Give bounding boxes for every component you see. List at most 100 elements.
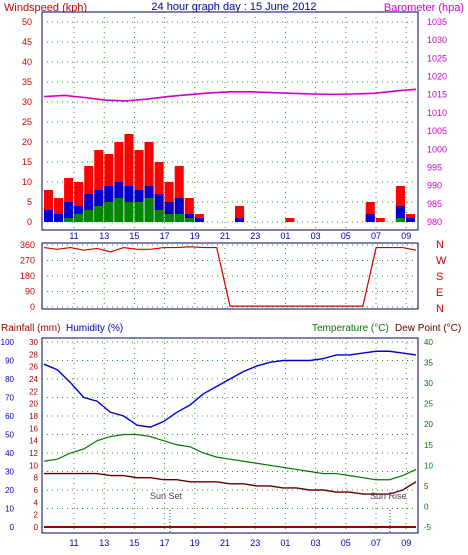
temperature-tick-label: 0 [424, 502, 429, 511]
dewpoint-line [44, 472, 417, 495]
humidity-tick-label: 30 [5, 468, 14, 477]
x-tick-label: 03 [311, 231, 321, 241]
wind-low-bar [184, 218, 194, 222]
humidity-tick-label: 50 [5, 431, 14, 440]
wind-series [43, 88, 417, 222]
humidity-tick-label: 20 [5, 486, 14, 495]
wind-avg-bar [154, 194, 164, 222]
wind-low-bar [74, 214, 84, 222]
direction-tick-label: 360 [20, 240, 35, 250]
wind-gust-bar [74, 182, 84, 222]
sunset-label: Sun Set [150, 491, 183, 501]
barometer-tick-label: 1010 [427, 108, 447, 118]
compass-label: N [436, 239, 444, 251]
humidity-tick-label: 40 [5, 449, 14, 458]
compass-label: S [436, 271, 443, 283]
humidity-tick-label: 70 [5, 394, 14, 403]
barometer-tick-label: 995 [427, 162, 442, 172]
windspeed-tick-label: 40 [22, 57, 32, 67]
wind-low-bar [154, 210, 164, 222]
wind-avg-bar [44, 210, 54, 222]
rainfall-tick-label: 4 [34, 498, 39, 507]
temperature-line [43, 433, 417, 481]
barometer-axis-title: Barometer (hpa) [384, 2, 464, 14]
chart-title: 24 hour graph day : 15 June 2012 [151, 1, 316, 13]
barometer-tick-label: 1000 [427, 144, 447, 154]
wind-gust-bar [54, 198, 64, 222]
rainfall-tick-label: 16 [29, 424, 38, 433]
wind-low-bar [64, 218, 74, 222]
wind-low-bar [84, 210, 94, 222]
temperature-tick-label: 25 [424, 400, 433, 409]
wind-gust-bar [174, 166, 184, 222]
barometer-tick-label: 1020 [427, 72, 447, 82]
wind-low-bar [104, 202, 114, 222]
rainfall-tick-label: 14 [29, 437, 38, 446]
temperature-tick-label: 20 [424, 420, 433, 429]
x-tick-label: 11 [69, 231, 78, 241]
wind-gust-bar [365, 202, 375, 222]
wind-gust-bar [134, 150, 144, 222]
x-tick-label: 17 [160, 231, 170, 241]
sunrise-label: Sun Rise [370, 491, 407, 501]
temperature-tick-label: 15 [424, 441, 433, 450]
rainfall-tick-label: 18 [29, 412, 38, 421]
x-tick-label: 17 [160, 538, 170, 548]
wind-low-bar [94, 206, 104, 222]
wind-avg-bar [395, 206, 405, 222]
wind-low-bar [164, 214, 174, 222]
wind-direction-line [43, 246, 417, 307]
temperature-humidity-series [43, 350, 417, 528]
windspeed-tick-label: 10 [22, 177, 32, 187]
humidity-tick-label: 0 [10, 523, 15, 532]
x-tick-label: 09 [401, 538, 411, 548]
x-tick-label: 19 [190, 538, 200, 548]
barometer-tick-label: 990 [427, 181, 442, 191]
windspeed-tick-label: 50 [22, 17, 32, 27]
wind-gust-bar [285, 218, 295, 222]
x-tick-label: 01 [280, 538, 290, 548]
humidity-tick-label: 60 [5, 412, 14, 421]
x-tick-label: 05 [341, 231, 351, 241]
x-tick-label: 15 [129, 231, 139, 241]
rainfall-tick-label: 30 [29, 338, 38, 347]
x-tick-label: 03 [311, 538, 321, 548]
rainfall-tick-label: 28 [29, 350, 38, 359]
wind-avg-bar [64, 202, 74, 222]
wind-avg-bar [194, 218, 204, 222]
humidity-tick-label: 80 [5, 375, 14, 384]
humidity-tick-label: 10 [5, 505, 14, 514]
direction-tick-label: 0 [30, 302, 35, 312]
temperature-axis-title: Temperature (°C) [312, 323, 389, 334]
windspeed-tick-label: 45 [22, 37, 32, 47]
direction-tick-label: 180 [20, 271, 35, 281]
rainfall-tick-label: 12 [29, 449, 38, 458]
wind-gust-bar [235, 206, 245, 222]
temperature-tick-label: 5 [424, 482, 429, 491]
barometer-tick-label: 1035 [427, 17, 447, 27]
temperature-tick-label: 40 [424, 338, 433, 347]
windspeed-tick-label: 20 [22, 137, 32, 147]
x-tick-label: 07 [371, 231, 381, 241]
wind-gust-bar [44, 190, 54, 222]
temperature-tick-label: 35 [424, 359, 433, 368]
windspeed-tick-label: 5 [27, 197, 32, 207]
wind-gust-bar [184, 198, 194, 222]
x-tick-label: 19 [190, 231, 200, 241]
barometer-tick-label: 1005 [427, 126, 447, 136]
wind-low-bar [124, 202, 134, 222]
windspeed-tick-label: 0 [27, 217, 32, 227]
rainfall-tick-label: 24 [29, 375, 38, 384]
x-tick-label: 21 [220, 231, 230, 241]
windspeed-tick-label: 35 [22, 77, 32, 87]
temperature-tick-label: 30 [424, 379, 433, 388]
windspeed-tick-label: 25 [22, 117, 32, 127]
windspeed-tick-label: 15 [22, 157, 32, 167]
x-tick-label: 07 [371, 538, 381, 548]
barometer-tick-label: 980 [427, 217, 442, 227]
rainfall-tick-label: 26 [29, 363, 38, 372]
direction-tick-label: 90 [25, 287, 35, 297]
rainfall-tick-label: 0 [34, 523, 39, 532]
x-tick-label: 13 [99, 231, 109, 241]
wind-gust-bar [395, 186, 405, 222]
